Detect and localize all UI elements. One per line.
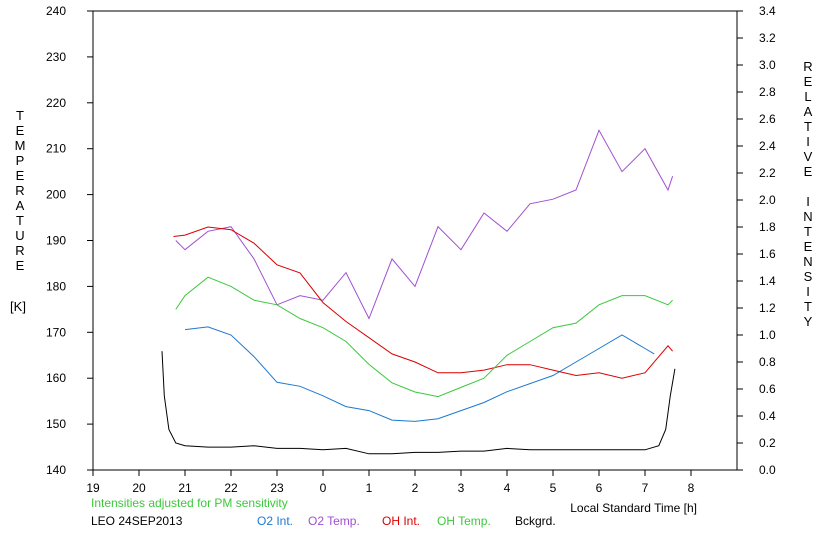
legend-item: OH Temp.: [437, 514, 491, 528]
right-title-letter: S: [804, 269, 813, 284]
x-tick-label: 5: [550, 481, 557, 495]
right-tick-label: 0.0: [759, 463, 776, 477]
right-tick-label: 1.4: [759, 274, 776, 288]
left-title-letter: E: [16, 258, 25, 273]
right-tick-label: 0.2: [759, 436, 776, 450]
right-tick-label: 1.0: [759, 328, 776, 342]
x-tick-label: 2: [412, 481, 419, 495]
x-tick-label: 6: [596, 481, 603, 495]
left-tick-label: 230: [46, 50, 66, 64]
axis-ticks: [87, 10, 743, 476]
adjusted-note: Intensities adjusted for PM sensitivity: [91, 496, 288, 510]
right-title-letter: A: [804, 104, 813, 119]
x-tick-label: 22: [224, 481, 238, 495]
left-title-letter: M: [15, 138, 26, 153]
left-title-letter: P: [16, 153, 25, 168]
left-title-letter: E: [16, 123, 25, 138]
x-tick-label: 19: [86, 481, 100, 495]
left-title-letter: T: [16, 213, 24, 228]
right-title-letter: Y: [804, 314, 813, 329]
right-tick-label: 2.8: [759, 85, 776, 99]
right-tick-label: 2.0: [759, 193, 776, 207]
right-title-letter: R: [803, 59, 812, 74]
right-title-letter: E: [804, 74, 813, 89]
right-tick-label: 3.2: [759, 31, 776, 45]
left-tick-label: 140: [46, 463, 66, 477]
right-tick-label: 2.6: [759, 112, 776, 126]
legend-item: OH Int.: [382, 514, 421, 528]
right-title-letter: V: [804, 149, 813, 164]
right-tick-label: 0.8: [759, 355, 776, 369]
left-title-letter: R: [15, 243, 24, 258]
right-tick-label: 0.4: [759, 409, 776, 423]
right-title-letter: T: [804, 119, 812, 134]
series-lines: [161, 129, 676, 455]
right-title-letter: I: [806, 134, 810, 149]
x-tick-label: 7: [642, 481, 649, 495]
right-title-letter: N: [803, 209, 812, 224]
left-tick-label: 190: [46, 234, 66, 248]
right-tick-label: 3.0: [759, 58, 776, 72]
series-line-oh-int: [173, 226, 673, 379]
right-title-letter: L: [804, 89, 811, 104]
legend-item: O2 Int.: [257, 514, 294, 528]
right-tick-labels: 0.0 0.2 0.4 0.6 0.8 1.0 1.2 1.4 1.6 1.8 2.0 2.2 2.4 2…: [759, 4, 776, 477]
right-tick-label: 2.2: [759, 166, 776, 180]
right-title-letter: N: [803, 254, 812, 269]
station-label: LEO 24SEP2013: [91, 514, 183, 528]
x-tick-label: 20: [132, 481, 146, 495]
x-tick-label: 0: [320, 481, 327, 495]
right-tick-label: 0.6: [759, 382, 776, 396]
x-tick-label: 23: [270, 481, 284, 495]
x-tick-labels: 19 20 21 22 23 0 1 2 3 4 5 6 7 8: [86, 481, 694, 495]
plot-frame: [92, 10, 738, 471]
left-title-letter: R: [15, 183, 24, 198]
left-tick-label: 170: [46, 325, 66, 339]
left-title-letter: T: [16, 108, 24, 123]
x-tick-label: 8: [688, 481, 695, 495]
series-line-bckgrd: [161, 351, 676, 455]
x-tick-label: 1: [366, 481, 373, 495]
right-tick-label: 3.4: [759, 4, 776, 18]
left-tick-label: 210: [46, 142, 66, 156]
legend-item: O2 Temp.: [308, 514, 360, 528]
left-tick-label: 200: [46, 188, 66, 202]
left-title-letter: E: [16, 168, 25, 183]
right-title-letter: T: [804, 299, 812, 314]
left-title-letter: U: [15, 228, 24, 243]
left-tick-label: 180: [46, 279, 66, 293]
x-tick-label: 4: [504, 481, 511, 495]
left-tick-label: 240: [46, 4, 66, 18]
left-tick-label: 150: [46, 417, 66, 431]
right-title-letter: E: [804, 239, 813, 254]
left-tick-label: 220: [46, 96, 66, 110]
series-line-o2-int: [184, 326, 655, 422]
right-tick-label: 1.8: [759, 220, 776, 234]
left-axis-unit: [K]: [10, 299, 26, 314]
legend-item: Bckgrd.: [515, 514, 556, 528]
right-title-letter: I: [806, 284, 810, 299]
right-title-letter: I: [806, 194, 810, 209]
left-title-letter: A: [16, 198, 25, 213]
left-tick-label: 160: [46, 371, 66, 385]
right-title-letter: T: [804, 224, 812, 239]
series-line-oh-temp: [175, 276, 673, 398]
right-tick-label: 2.4: [759, 139, 776, 153]
x-tick-label: 21: [178, 481, 192, 495]
left-tick-labels: 140 150 160 170 180 190 200 210 220 230 240: [46, 4, 66, 477]
right-tick-label: 1.6: [759, 247, 776, 261]
x-axis-title: Local Standard Time [h]: [570, 501, 697, 515]
right-tick-label: 1.2: [759, 301, 776, 315]
series-line-o2-temp: [175, 129, 674, 320]
right-title-letter: E: [804, 164, 813, 179]
x-tick-label: 3: [458, 481, 465, 495]
